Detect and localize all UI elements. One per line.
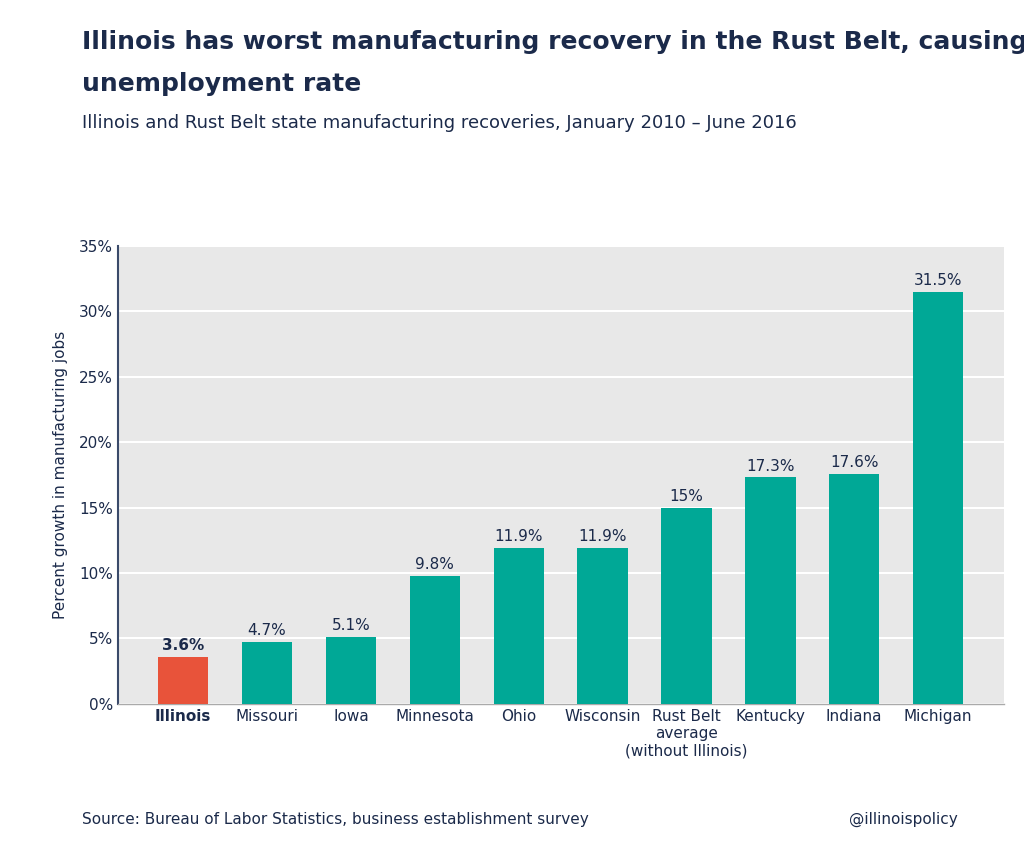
Bar <box>662 508 712 704</box>
Bar <box>494 548 544 704</box>
Text: Illinois and Rust Belt state manufacturing recoveries, January 2010 – June 2016: Illinois and Rust Belt state manufacturi… <box>82 114 797 132</box>
Bar <box>745 477 796 704</box>
Text: 3.6%: 3.6% <box>162 638 205 653</box>
Bar <box>326 637 376 704</box>
Text: 9.8%: 9.8% <box>416 556 455 572</box>
Bar <box>410 576 460 704</box>
Text: 17.6%: 17.6% <box>830 455 879 470</box>
Bar <box>578 548 628 704</box>
Text: 11.9%: 11.9% <box>495 529 543 544</box>
Text: 4.7%: 4.7% <box>248 623 287 639</box>
Text: 5.1%: 5.1% <box>332 618 371 633</box>
Text: 11.9%: 11.9% <box>579 529 627 544</box>
Bar <box>913 292 964 704</box>
Text: @illinoispolicy: @illinoispolicy <box>849 812 957 827</box>
Y-axis label: Percent growth in manufacturing jobs: Percent growth in manufacturing jobs <box>53 331 68 619</box>
Bar <box>242 642 292 704</box>
Bar <box>158 656 208 704</box>
Text: unemployment rate: unemployment rate <box>82 72 361 96</box>
Text: Source: Bureau of Labor Statistics, business establishment survey: Source: Bureau of Labor Statistics, busi… <box>82 812 589 827</box>
Text: 17.3%: 17.3% <box>746 459 795 473</box>
Text: 31.5%: 31.5% <box>913 273 963 287</box>
Text: Illinois has worst manufacturing recovery in the Rust Belt, causing state’s high: Illinois has worst manufacturing recover… <box>82 30 1024 53</box>
Bar <box>829 473 880 704</box>
Text: 15%: 15% <box>670 488 703 504</box>
